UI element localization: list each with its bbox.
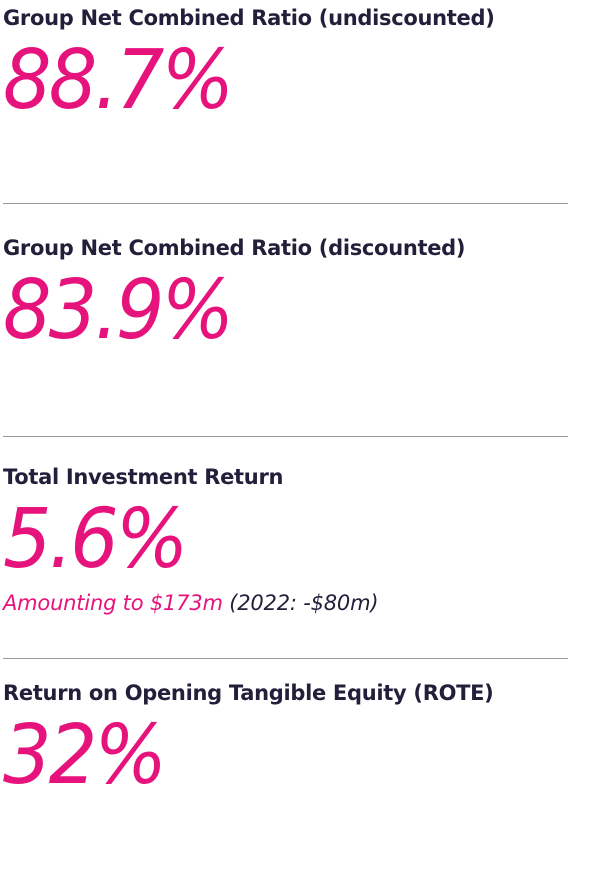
metric-value: 88.7% xyxy=(3,33,234,128)
metric-total-investment-return: Total Investment Return 5.6% Amounting t… xyxy=(3,463,568,617)
metric-label: Total Investment Return xyxy=(3,465,284,489)
metric-label: Group Net Combined Ratio (undiscounted) xyxy=(3,6,495,30)
metric-value: 5.6% xyxy=(3,492,188,587)
metric-combined-ratio-discounted: Group Net Combined Ratio (discounted) 83… xyxy=(3,234,568,356)
metric-label: Return on Opening Tangible Equity (ROTE) xyxy=(3,681,494,705)
metric-label: Group Net Combined Ratio (discounted) xyxy=(3,236,466,260)
metric-combined-ratio-undiscounted: Group Net Combined Ratio (undiscounted) … xyxy=(3,4,568,126)
divider xyxy=(3,658,568,659)
metric-rote: Return on Opening Tangible Equity (ROTE)… xyxy=(3,679,568,801)
metric-value: 32% xyxy=(3,708,167,803)
metric-note: Amounting to $173m (2022: -$80m) xyxy=(3,589,568,617)
note-highlight: Amounting to $173m xyxy=(3,591,223,615)
metric-value: 83.9% xyxy=(3,263,234,358)
divider xyxy=(3,436,568,437)
divider xyxy=(3,203,568,204)
note-comparison: (2022: -$80m) xyxy=(229,591,379,615)
